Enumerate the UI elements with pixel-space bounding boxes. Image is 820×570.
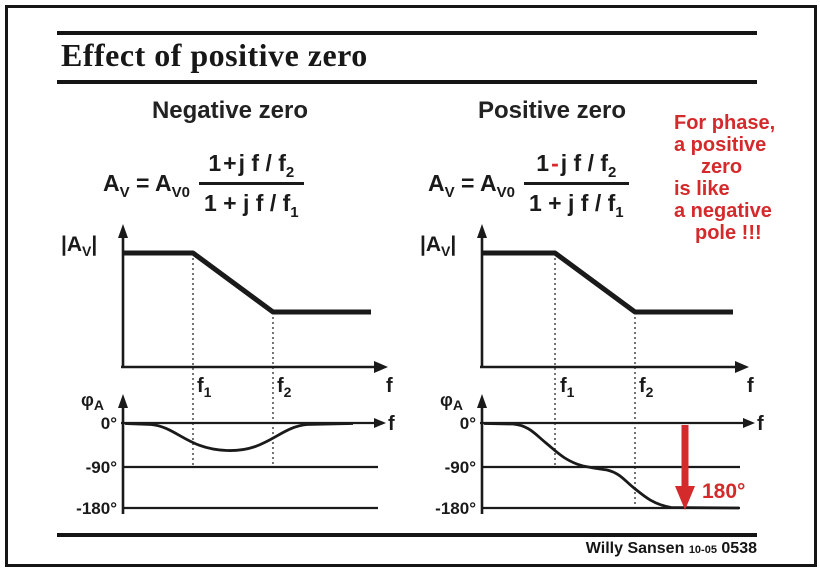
plot-positive-zero: |AV| f1 f2 f φA 0° -90° -180° f 180° <box>420 224 764 518</box>
slide-title: Effect of positive zero <box>61 37 368 73</box>
formula-positive-zero: AV = AV0 1-j f / f2 1 + j f / f1 <box>428 147 629 220</box>
formula-negative-zero: AV = AV0 1+j f / f2 1 + j f / f1 <box>103 147 304 220</box>
plot-negative-zero: |AV| f1 f2 f φA 0° -90° -180° f <box>61 224 395 518</box>
label-0deg: 0° <box>101 414 117 433</box>
label-0deg: 0° <box>460 414 476 433</box>
note-line: pole !!! <box>695 222 762 244</box>
note-line: zero <box>701 156 743 178</box>
formula-fraction: 1+j f / f2 1 + j f / f1 <box>199 147 304 220</box>
phase-y-axis-arrowhead <box>477 394 487 408</box>
footer-author: Willy Sansen <box>585 540 685 557</box>
label-minus-90deg: -90° <box>445 458 477 477</box>
formula-lhs: AV = AV0 <box>103 170 190 201</box>
mag-axis-label: |AV| <box>61 233 97 259</box>
f2-label: f2 <box>639 375 654 400</box>
freq-label-mag: f <box>386 375 393 397</box>
note-for-phase: For phase, a positive zero is like a neg… <box>674 112 804 244</box>
label-minus-180deg: -180° <box>76 499 117 518</box>
fraction-numerator: 1-j f / f2 <box>536 150 617 181</box>
magnitude-curve <box>123 250 371 315</box>
mag-y-axis-arrowhead <box>477 224 487 238</box>
freq-label-phase: f <box>388 413 395 435</box>
red-minus-sign: - <box>551 150 559 176</box>
phase-curve <box>124 422 354 452</box>
footer-slide-number: 0538 <box>721 540 757 557</box>
phase-x-axis-arrowhead <box>374 418 386 428</box>
label-minus-180deg: -180° <box>435 499 476 518</box>
f2-label: f2 <box>277 375 292 400</box>
formula-fraction: 1-j f / f2 1 + j f / f1 <box>524 147 629 220</box>
f1-label: f1 <box>560 375 575 400</box>
fraction-bar <box>524 182 629 185</box>
phase-y-axis-arrowhead <box>118 394 128 408</box>
note-line: For phase, <box>674 112 776 134</box>
mag-x-axis-arrowhead <box>735 361 749 373</box>
mag-x-axis-arrowhead <box>374 361 388 373</box>
mag-y-axis-arrowhead <box>118 224 128 238</box>
fraction-numerator: 1+j f / f2 <box>208 150 295 181</box>
f1-label: f1 <box>197 375 212 400</box>
bottom-rule <box>57 533 757 537</box>
phase-axis-label: φA <box>81 390 104 413</box>
magnitude-curve <box>482 250 733 315</box>
phase-drop-label: 180° <box>702 480 745 503</box>
phase-curve <box>483 422 740 510</box>
heading-positive-zero: Positive zero <box>477 97 627 124</box>
footer-date: 10-05 <box>688 544 717 556</box>
freq-label-mag: f <box>747 375 754 397</box>
note-line: a positive <box>674 134 767 156</box>
label-minus-90deg: -90° <box>86 458 118 477</box>
phase-drop-arrow-head <box>675 486 695 510</box>
heading-negative-zero: Negative zero <box>151 97 309 124</box>
footer-credit: Willy Sansen 10-05 0538 <box>586 540 757 558</box>
note-line: a negative <box>674 200 772 222</box>
fraction-denominator: 1 + j f / f1 <box>204 190 299 221</box>
fraction-bar <box>199 182 304 185</box>
phase-axis-label: φA <box>440 390 463 413</box>
slide-frame <box>5 5 817 567</box>
phase-x-axis-arrowhead <box>743 418 755 428</box>
fraction-denominator: 1 + j f / f1 <box>529 190 624 221</box>
top-rule <box>57 31 757 35</box>
note-line: is like <box>674 178 730 200</box>
formula-lhs: AV = AV0 <box>428 170 515 201</box>
title-underline-rule <box>57 80 757 84</box>
mag-axis-label: |AV| <box>420 233 456 259</box>
freq-label-phase: f <box>757 413 764 435</box>
